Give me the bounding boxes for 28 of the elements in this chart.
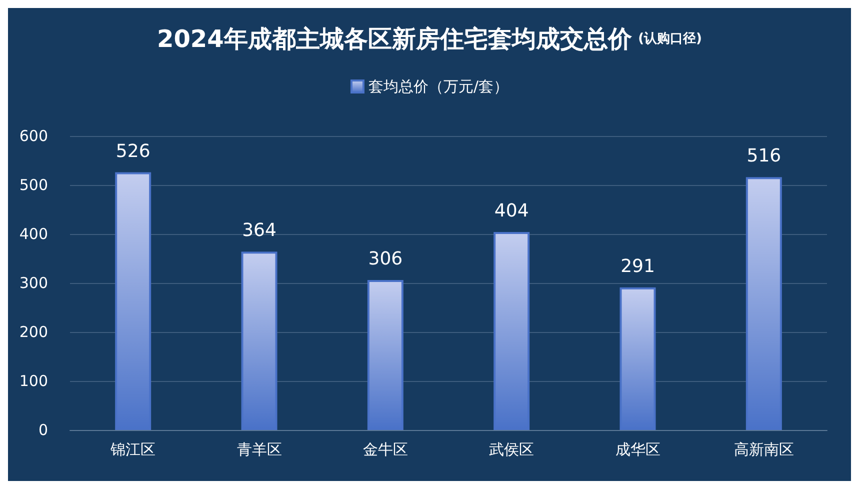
x-tick-label: 武侯区 — [489, 440, 534, 458]
x-tick-label: 成华区 — [615, 440, 660, 458]
x-tick-label: 青羊区 — [236, 440, 282, 458]
data-label: 404 — [494, 200, 529, 222]
y-tick-label: 0 — [38, 421, 48, 439]
y-tick-label: 300 — [19, 274, 48, 292]
y-tick-label: 200 — [19, 323, 48, 341]
data-label: 291 — [620, 256, 655, 277]
chart-title: 2024年成都主城各区新房住宅套均成交总价 — [157, 25, 633, 53]
bar — [494, 232, 530, 430]
x-tick-label: 金牛区 — [362, 440, 408, 458]
data-label: 516 — [746, 146, 782, 167]
bar — [367, 280, 404, 430]
bar — [115, 172, 152, 430]
y-tick-label: 100 — [19, 372, 48, 390]
y-tick-label: 400 — [19, 225, 48, 243]
y-tick-label: 500 — [19, 176, 48, 194]
x-tick-label: 锦江区 — [110, 440, 156, 458]
data-label: 364 — [242, 220, 276, 242]
bar — [620, 287, 656, 430]
legend-label: 套均总价（万元/套） — [368, 78, 509, 96]
y-tick-label: 600 — [19, 127, 48, 145]
chart-subtitle: (认购口径) — [638, 32, 702, 46]
x-tick-label: 高新南区 — [734, 440, 794, 458]
data-label: 306 — [368, 248, 403, 270]
data-label: 526 — [116, 140, 150, 162]
bar — [746, 177, 782, 430]
bar — [241, 252, 278, 430]
